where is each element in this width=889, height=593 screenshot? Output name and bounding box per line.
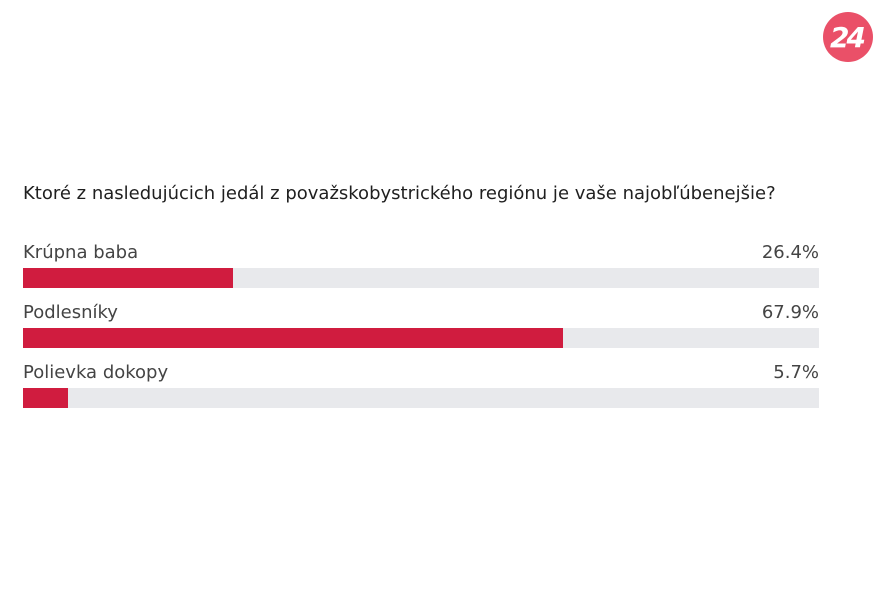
poll-bar-fill — [23, 388, 68, 408]
poll-option-percent: 26.4% — [761, 242, 819, 263]
poll-option: Polievka dokopy 5.7% — [23, 360, 819, 420]
poll-bar-track — [23, 328, 819, 348]
poll-option-header: Krúpna baba 26.4% — [23, 240, 819, 268]
poll-question: Ktoré z nasledujúcich jedál z považskoby… — [23, 183, 776, 204]
poll-bar-fill — [23, 268, 233, 288]
poll-option-label: Podlesníky — [23, 302, 118, 323]
poll-results: Krúpna baba 26.4% Podlesníky 67.9% Polievka … — [23, 240, 819, 420]
poll-option: Podlesníky 67.9% — [23, 300, 819, 360]
poll-option-header: Podlesníky 67.9% — [23, 300, 819, 328]
site-logo[interactable]: 24 — [823, 12, 873, 62]
poll-option-header: Polievka dokopy 5.7% — [23, 360, 819, 388]
poll-option-percent: 67.9% — [761, 302, 819, 323]
poll-bar-track — [23, 268, 819, 288]
logo-text: 24 — [830, 20, 866, 54]
poll-option: Krúpna baba 26.4% — [23, 240, 819, 300]
poll-option-label: Polievka dokopy — [23, 362, 169, 383]
poll-option-percent: 5.7% — [773, 362, 819, 383]
poll-option-label: Krúpna baba — [23, 242, 139, 263]
poll-bar-fill — [23, 328, 563, 348]
poll-bar-track — [23, 388, 819, 408]
